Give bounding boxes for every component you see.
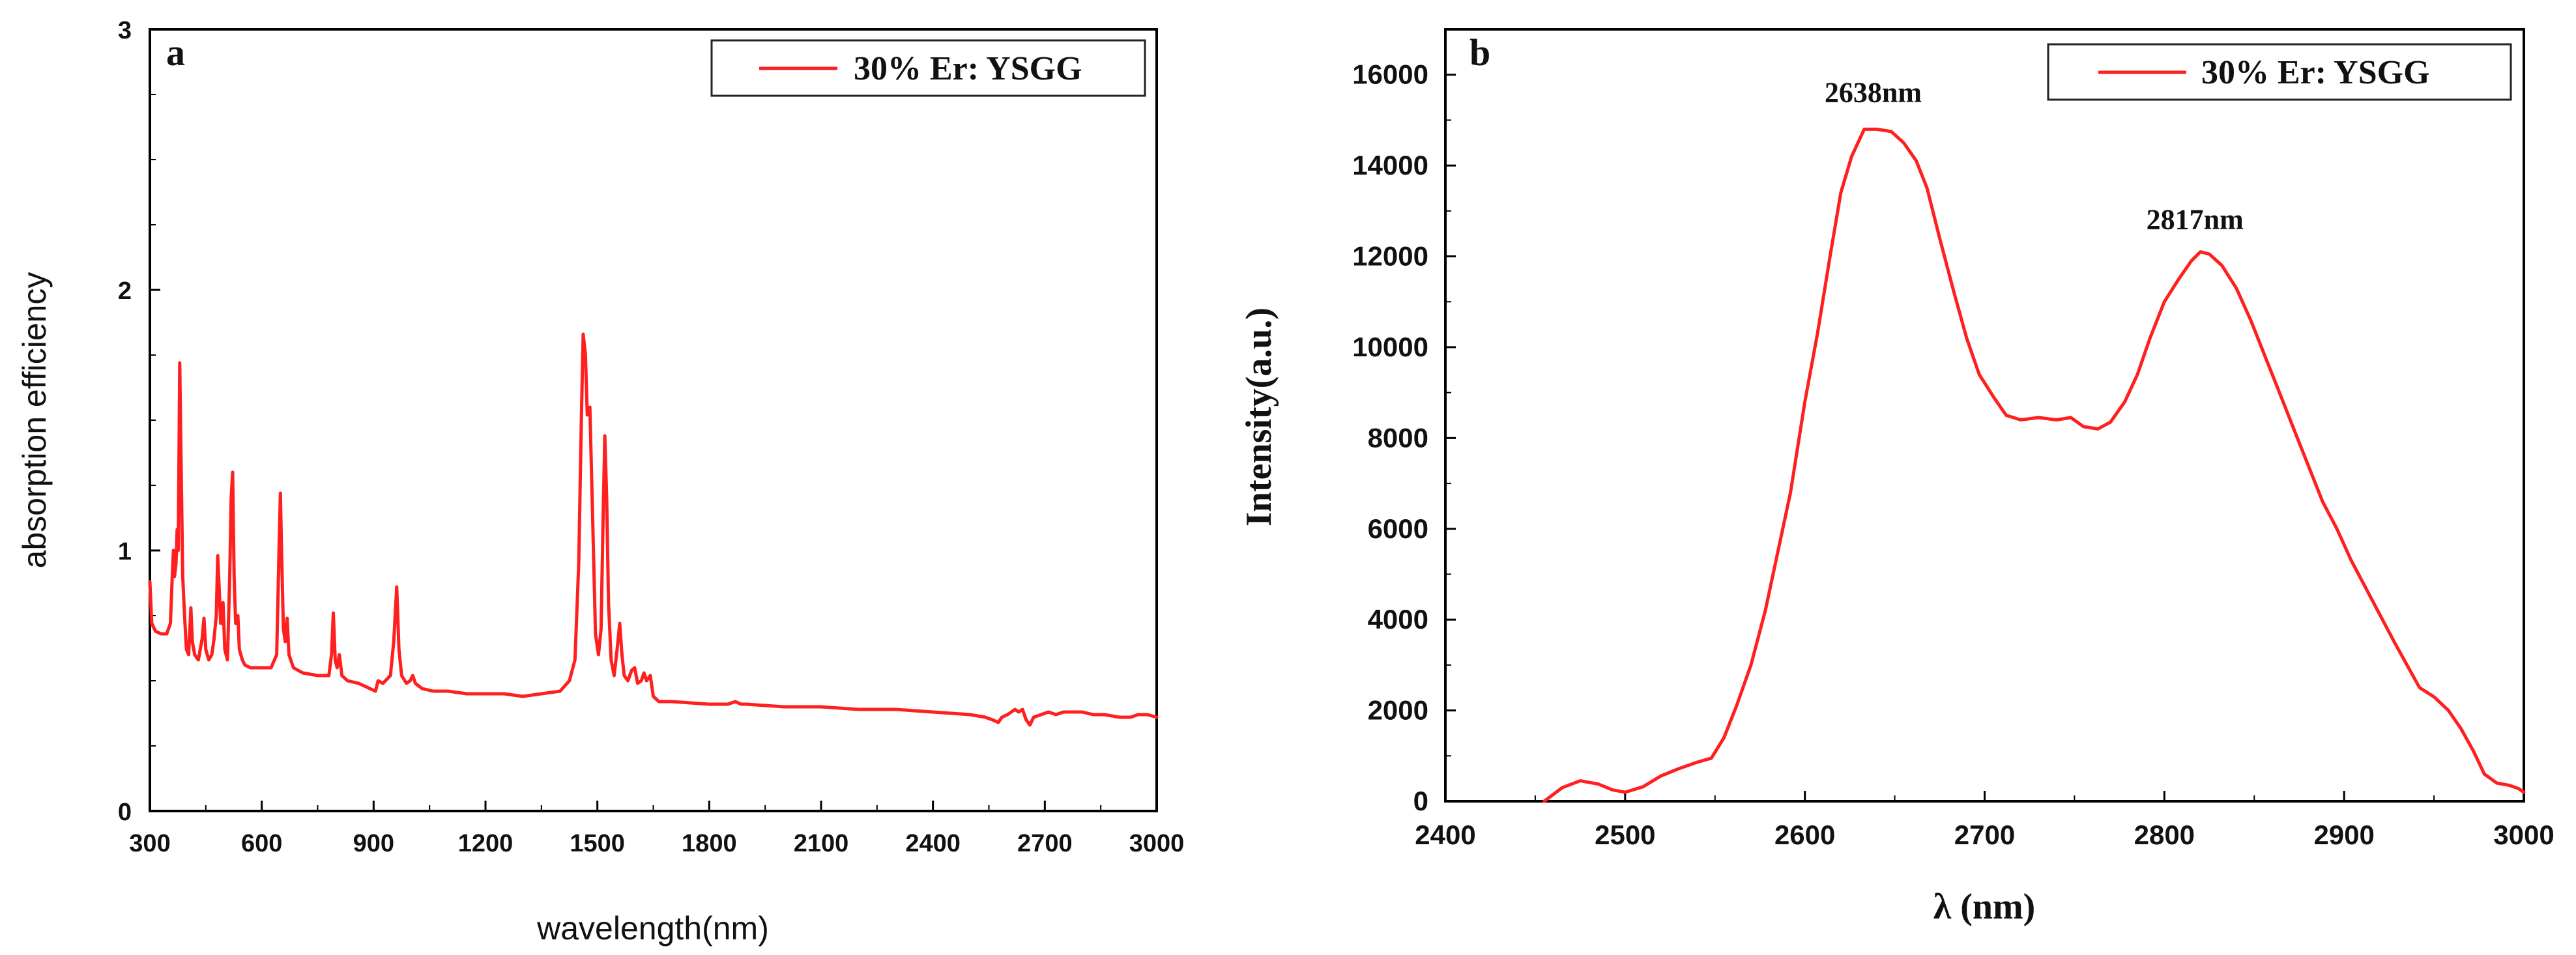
x-tick-label: 2100 xyxy=(794,830,849,857)
x-tick-label: 3000 xyxy=(1129,830,1185,857)
x-tick-label: 1500 xyxy=(570,830,625,857)
panel-a-chart: 300 600 900 1200 1500 1800 2100 2400 2700 3000 0 1… xyxy=(16,17,1184,947)
x-tick-label: 1800 xyxy=(682,830,737,857)
panel-b-peak-annotation-2638: 2638nm xyxy=(1825,77,1922,109)
panel-a-x-axis-title: wavelength(nm) xyxy=(536,910,769,947)
x-tick-label: 900 xyxy=(353,830,394,857)
x-tick-label: 2900 xyxy=(2313,820,2374,850)
panel-a-y-tick-labels: 0 1 2 3 xyxy=(118,17,132,826)
x-tick-label: 2600 xyxy=(1774,820,1835,850)
x-tick-label: 600 xyxy=(241,830,282,857)
y-tick-label: 2 xyxy=(118,278,132,305)
panel-b-y-axis-title: Intensity(a.u.) xyxy=(1239,307,1279,526)
y-tick-label: 8000 xyxy=(1368,422,1428,453)
y-tick-label: 6000 xyxy=(1368,513,1428,544)
x-tick-label: 2700 xyxy=(1017,830,1073,857)
panel-b-chart: 2400 2500 2600 2700 2800 2900 3000 0 2000 4000 60… xyxy=(1239,28,2554,927)
panel-b-legend-label: 30% Er: YSGG xyxy=(2201,54,2430,91)
panel-b-axis-ticks xyxy=(1444,29,2525,803)
x-tick-label: 3000 xyxy=(2493,820,2554,850)
x-tick-label: 2700 xyxy=(1954,820,2015,850)
panel-a-legend: 30% Er: YSGG xyxy=(710,39,1146,97)
panel-b-series-line xyxy=(1542,127,2526,803)
x-tick-label: 2400 xyxy=(905,830,961,857)
y-tick-label: 1 xyxy=(118,538,132,565)
y-tick-label: 3 xyxy=(118,17,132,44)
y-tick-label: 12000 xyxy=(1352,241,1428,272)
panel-b-x-tick-labels: 2400 2500 2600 2700 2800 2900 3000 xyxy=(1415,820,2554,850)
x-tick-label: 1200 xyxy=(458,830,514,857)
panel-b-plot-frame xyxy=(1444,28,2525,803)
panel-b-letter: b xyxy=(1469,31,1490,74)
y-tick-label: 4000 xyxy=(1368,604,1428,634)
y-tick-label: 14000 xyxy=(1352,150,1428,180)
panel-a-legend-label: 30% Er: YSGG xyxy=(854,50,1082,87)
x-tick-label: 2800 xyxy=(2134,820,2195,850)
y-tick-label: 10000 xyxy=(1352,332,1428,362)
panel-a-letter: a xyxy=(166,31,185,74)
panel-a-axis-ticks xyxy=(149,28,1158,812)
y-tick-label: 0 xyxy=(118,799,132,826)
y-tick-label: 0 xyxy=(1413,786,1428,816)
panel-a-x-tick-labels: 300 600 900 1200 1500 1800 2100 2400 2700 3000 xyxy=(129,830,1184,857)
panel-a-y-axis-title: absorption efficiency xyxy=(16,272,53,569)
x-tick-label: 2400 xyxy=(1415,820,1475,850)
panel-b-y-tick-labels: 0 2000 4000 6000 8000 10000 12000 14000 16000 xyxy=(1352,59,1428,816)
x-tick-label: 300 xyxy=(129,830,170,857)
x-tick-label: 2500 xyxy=(1595,820,1655,850)
y-tick-label: 16000 xyxy=(1352,59,1428,90)
panel-b-x-axis-title: λ (nm) xyxy=(1933,887,2036,927)
panel-b-peak-annotation-2817: 2817nm xyxy=(2147,204,2244,236)
panel-a-series-line xyxy=(148,332,1159,727)
y-tick-label: 2000 xyxy=(1368,695,1428,726)
panel-b-legend: 30% Er: YSGG xyxy=(2047,43,2512,101)
